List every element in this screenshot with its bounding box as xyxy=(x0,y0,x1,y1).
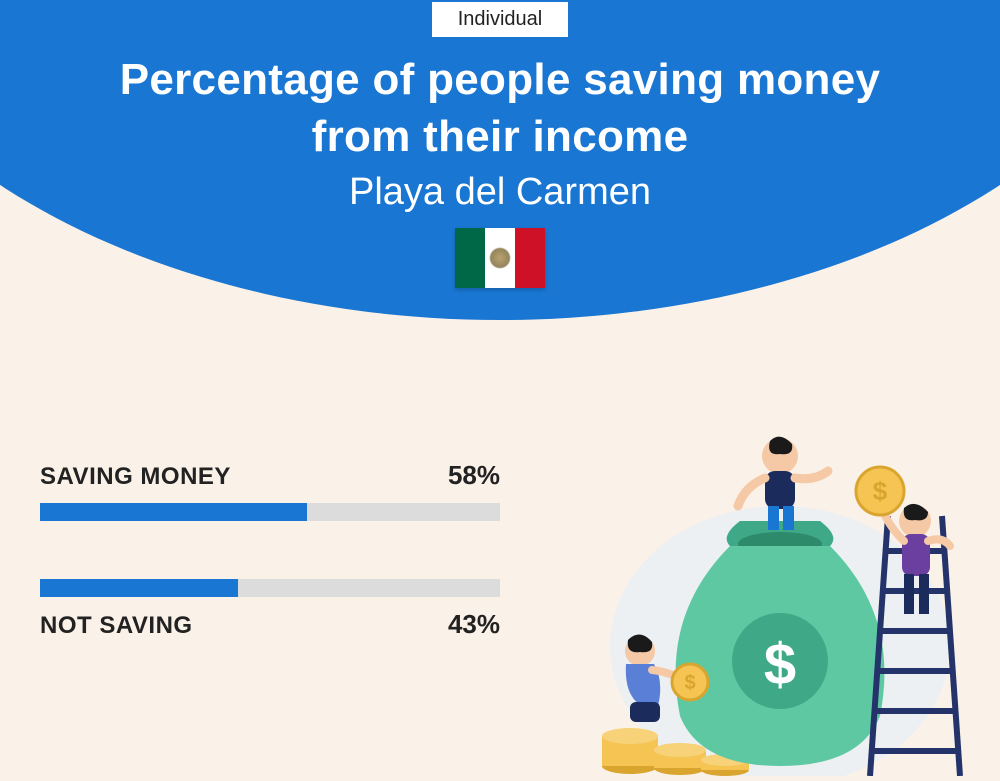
bar-value: 43% xyxy=(448,609,500,640)
bar-row-saving: SAVING MONEY 58% xyxy=(40,460,500,521)
savings-illustration: $ xyxy=(570,416,970,776)
title-line-2: from their income xyxy=(312,112,689,161)
bar-label: SAVING MONEY xyxy=(40,463,231,491)
bar-fill xyxy=(40,579,238,597)
page-title: Percentage of people saving money from t… xyxy=(0,51,1000,165)
flag-stripe-green xyxy=(455,228,485,288)
bar-row-notsaving: NOT SAVING 43% xyxy=(40,579,500,640)
category-badge: Individual xyxy=(432,2,569,37)
flag-emblem-icon xyxy=(489,247,511,269)
bars-section: SAVING MONEY 58% NOT SAVING 43% xyxy=(40,460,500,698)
flag-stripe-red xyxy=(515,228,545,288)
title-line-1: Percentage of people saving money xyxy=(120,55,881,104)
svg-text:$: $ xyxy=(764,632,796,697)
flag-stripe-white xyxy=(485,228,515,288)
header: Individual Percentage of people saving m… xyxy=(0,0,1000,293)
bar-value: 58% xyxy=(448,460,500,491)
page-subtitle: Playa del Carmen xyxy=(0,171,1000,214)
svg-text:$: $ xyxy=(684,672,695,694)
bar-labels: SAVING MONEY 58% xyxy=(40,460,500,491)
bar-fill xyxy=(40,503,307,521)
bar-track xyxy=(40,579,500,597)
mexico-flag-icon xyxy=(455,228,545,288)
bar-track xyxy=(40,503,500,521)
bar-labels: NOT SAVING 43% xyxy=(40,609,500,640)
bar-label: NOT SAVING xyxy=(40,612,193,640)
svg-text:$: $ xyxy=(873,476,888,506)
